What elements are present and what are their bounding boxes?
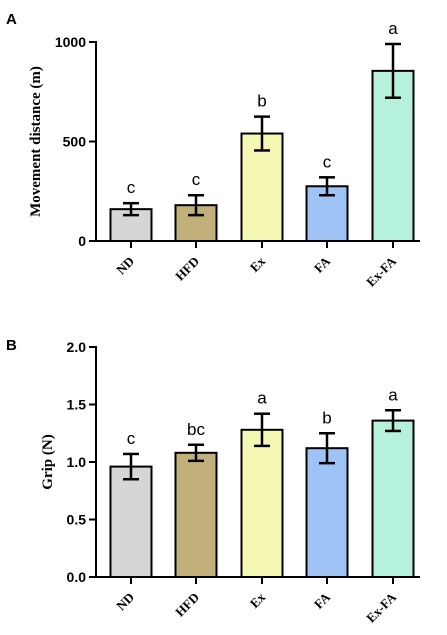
bar (305, 447, 349, 579)
significance-label: b (257, 92, 266, 111)
significance-label: c (192, 170, 201, 189)
significance-label: a (388, 385, 398, 404)
y-tick-label: 0 (78, 233, 86, 249)
significance-label: a (257, 389, 267, 408)
y-tick-label: 1000 (55, 34, 86, 50)
panel-letter: B (6, 337, 17, 354)
x-tick-label: Ex-FA (363, 589, 399, 625)
panel-letter: A (6, 11, 17, 28)
bar (371, 419, 415, 578)
x-tick-label: Ex (247, 589, 269, 611)
x-tick-label: FA (311, 253, 334, 276)
bar (174, 451, 218, 578)
x-tick-label: ND (113, 590, 137, 614)
significance-label: c (127, 178, 136, 197)
x-tick-label: HFD (172, 254, 202, 284)
x-tick-label: Ex-FA (363, 253, 399, 289)
y-tick-label: 1.0 (67, 454, 87, 470)
bar (371, 69, 415, 243)
significance-label: b (322, 408, 331, 427)
x-tick-label: ND (113, 254, 137, 278)
x-tick-label: Ex (247, 253, 269, 275)
panel-b: B Grip (N) 0.0 0.5 1.0 1.5 2.0 c ND bc HFD a Ex b FA a E… (6, 337, 420, 625)
y-tick-label: 0.0 (67, 569, 87, 585)
y-axis-title: Grip (N) (40, 434, 56, 489)
x-tick-label: HFD (172, 590, 202, 620)
significance-label: c (127, 429, 136, 448)
bar (109, 465, 153, 579)
panel-a: A Movement distance (m) 0 500 1000 c ND c HFD b Ex… (6, 11, 420, 289)
bar (240, 428, 284, 578)
y-tick-label: 500 (63, 134, 87, 150)
x-tick-label: FA (311, 589, 334, 612)
y-tick-label: 0.5 (67, 512, 87, 528)
significance-label: c (323, 152, 332, 171)
y-tick-label: 2.0 (67, 339, 87, 355)
significance-label: a (388, 19, 398, 38)
significance-label: bc (187, 420, 205, 439)
y-tick-label: 1.5 (67, 397, 87, 413)
y-axis-title: Movement distance (m) (28, 66, 44, 217)
